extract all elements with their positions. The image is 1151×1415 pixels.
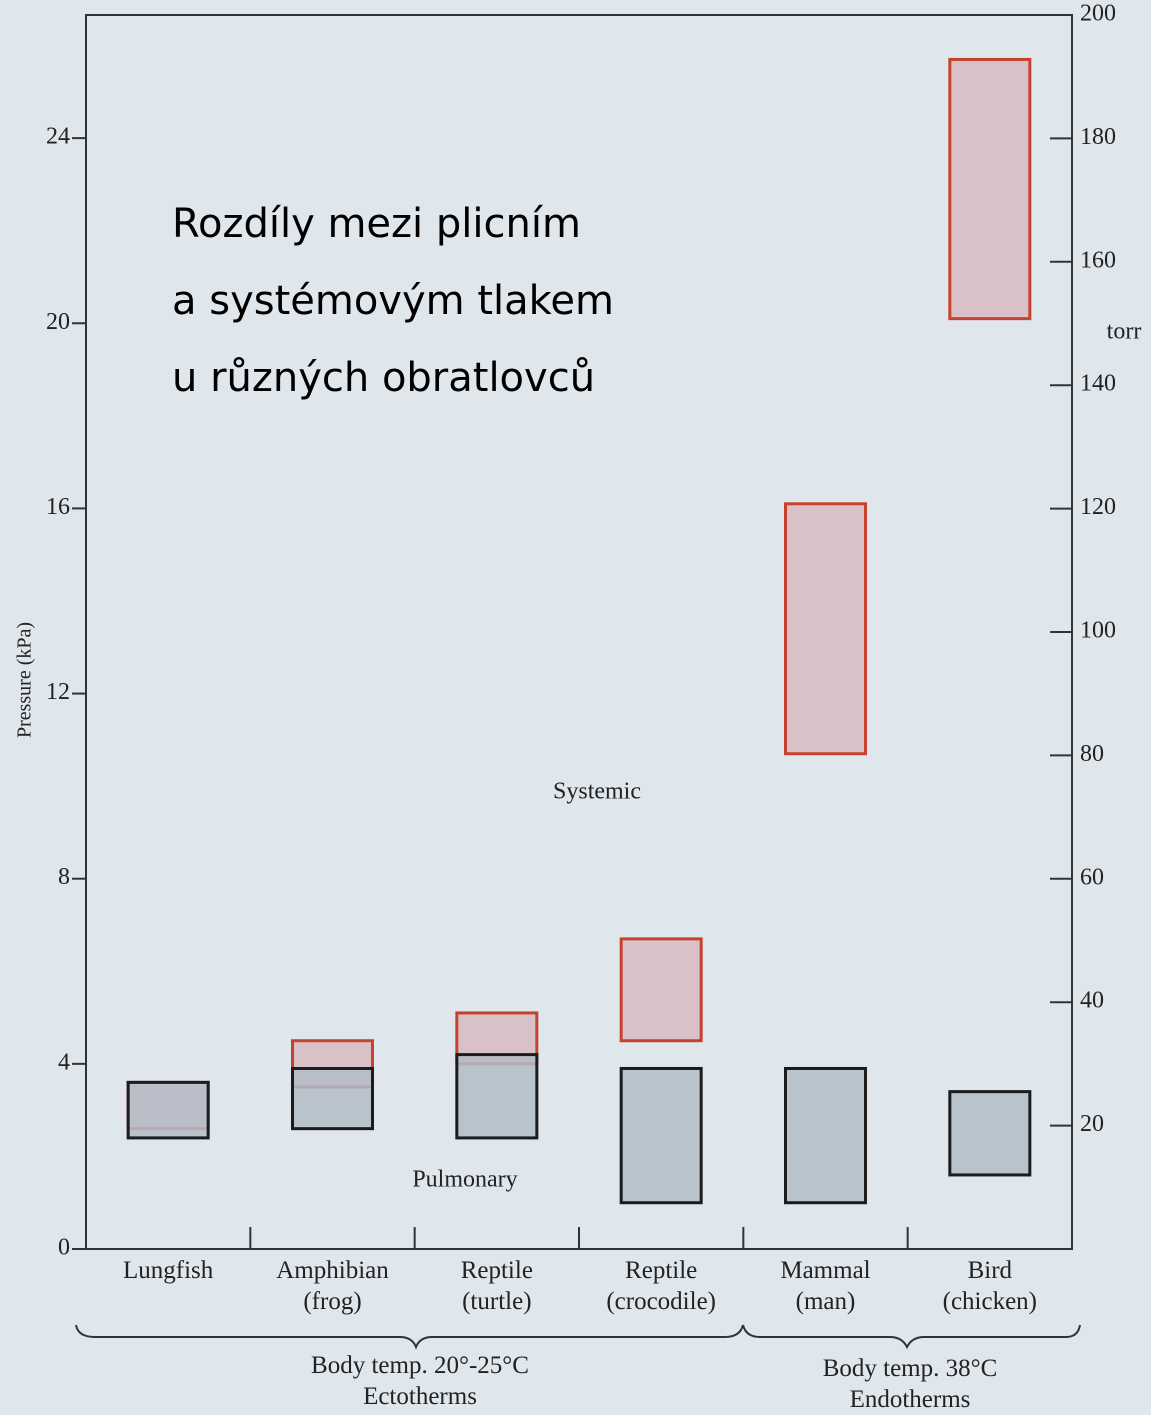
range-bar <box>784 502 867 756</box>
brace <box>742 1324 1081 1350</box>
y-axis-label: Pressure (kPa) <box>14 622 36 738</box>
x-tick-label: Bird (chicken) <box>942 1257 1038 1315</box>
range-bar <box>948 1090 1032 1177</box>
y-tick-label: 24 <box>46 124 70 150</box>
y2-tick-label: 40 <box>1080 988 1104 1014</box>
range-bar <box>948 57 1032 321</box>
x-tick-label: Lungfish <box>123 1257 214 1284</box>
title: Rozdíly mezi plicním a systémovým tlakem… <box>172 201 614 401</box>
range-bar <box>619 1066 703 1205</box>
y2-tick-label: 140 <box>1080 371 1116 397</box>
y2-tick-label: 20 <box>1080 1111 1104 1137</box>
group-label: Body temp. 38°C Endotherms <box>822 1355 998 1413</box>
y-tick-label: 8 <box>58 864 70 890</box>
y-tick-label: 20 <box>46 309 70 335</box>
series-label: Systemic <box>553 779 641 805</box>
x-tick-label: Amphibian (frog) <box>276 1257 389 1315</box>
y2-tick-label: 160 <box>1080 247 1116 273</box>
y-tick-label: 16 <box>46 494 70 520</box>
y-tick-label: 4 <box>58 1049 70 1075</box>
range-bar <box>455 1053 539 1140</box>
y2-tick-label: 180 <box>1080 124 1116 150</box>
x-tick-label: Mammal (man) <box>780 1257 871 1315</box>
x-tick-label: Reptile (crocodile) <box>606 1257 716 1315</box>
y2-tick-label: 200 <box>1080 1 1116 27</box>
y2-tick-label: 100 <box>1080 618 1116 644</box>
y2-tick-label: 60 <box>1080 864 1104 890</box>
y2-axis-label: torr <box>1107 319 1142 345</box>
series-label: Pulmonary <box>412 1167 517 1193</box>
y-tick-label: 0 <box>58 1235 70 1261</box>
group-label: Body temp. 20°-25°C Ectotherms <box>311 1352 529 1410</box>
range-bar <box>291 1066 374 1131</box>
range-bar <box>126 1080 210 1140</box>
range-bar <box>784 1066 867 1205</box>
y2-tick-label: 80 <box>1080 741 1104 767</box>
range-bar <box>619 937 703 1043</box>
y2-tick-label: 120 <box>1080 494 1116 520</box>
x-tick-label: Reptile (turtle) <box>460 1257 533 1315</box>
brace <box>75 1324 744 1350</box>
y-tick-label: 12 <box>46 679 70 705</box>
